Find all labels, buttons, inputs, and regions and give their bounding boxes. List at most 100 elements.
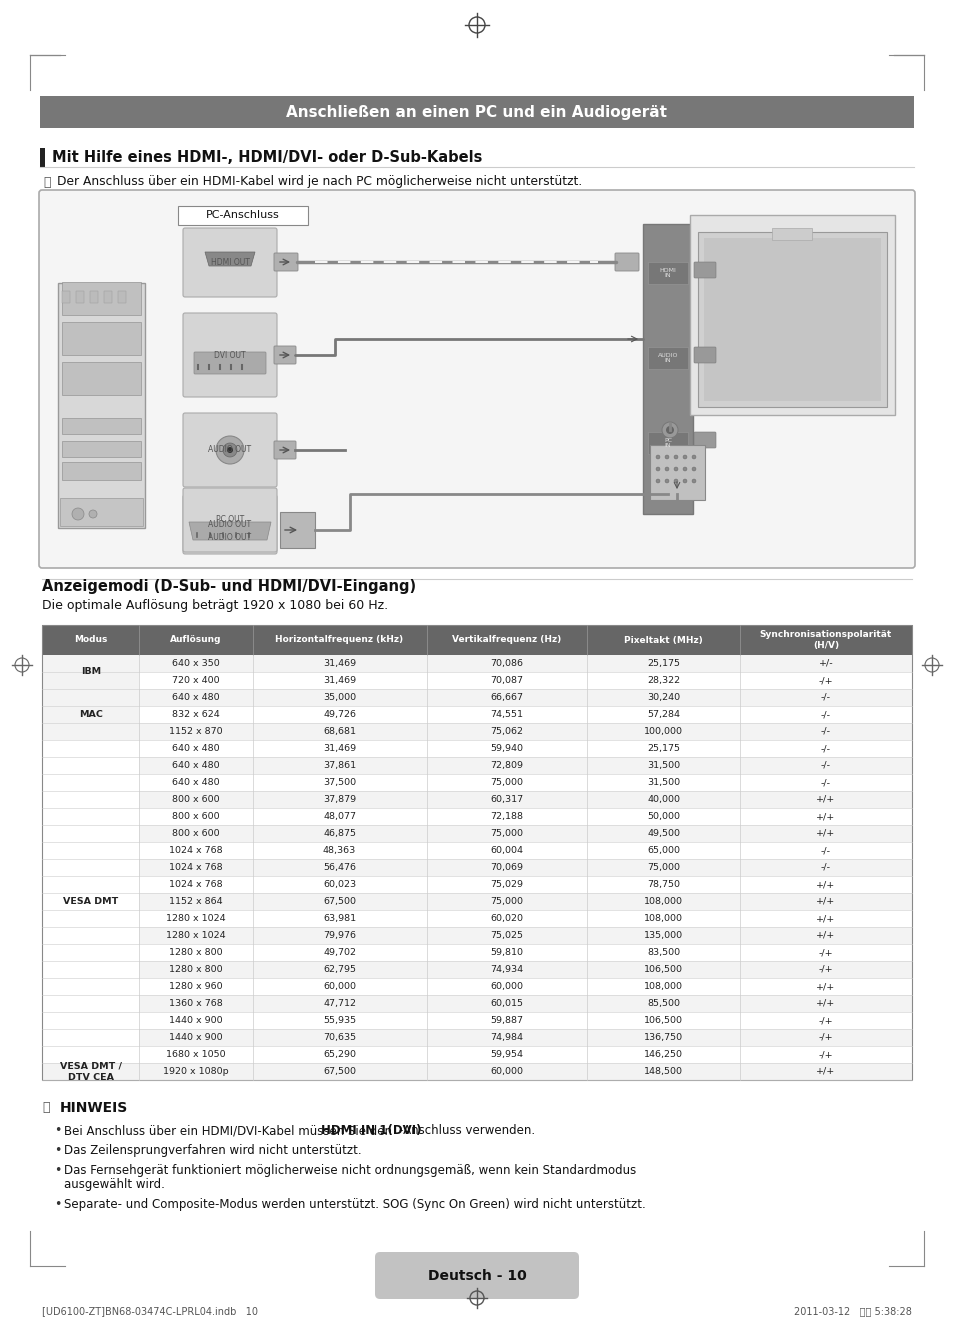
- Text: 59,810: 59,810: [490, 948, 523, 956]
- Text: 106,500: 106,500: [643, 966, 682, 974]
- Text: 62,795: 62,795: [323, 966, 355, 974]
- Bar: [42, 774, 911, 791]
- Text: 50,000: 50,000: [646, 812, 679, 820]
- Text: 70,087: 70,087: [490, 676, 523, 686]
- Text: Mit Hilfe eines HDMI-, HDMI/DVI- oder D-Sub-Kabels: Mit Hilfe eines HDMI-, HDMI/DVI- oder D-…: [52, 151, 482, 165]
- Circle shape: [225, 519, 234, 528]
- Circle shape: [223, 443, 236, 457]
- Text: 25,175: 25,175: [646, 659, 679, 668]
- Text: •: •: [54, 1198, 61, 1211]
- Bar: [42, 927, 911, 945]
- Circle shape: [656, 480, 659, 483]
- Text: AUDIO OUT: AUDIO OUT: [208, 520, 252, 528]
- FancyBboxPatch shape: [693, 262, 716, 277]
- Text: 72,188: 72,188: [490, 812, 523, 820]
- Polygon shape: [280, 513, 314, 548]
- Text: 31,500: 31,500: [646, 761, 679, 770]
- Text: 31,469: 31,469: [323, 744, 355, 753]
- Text: Bei Anschluss über ein HDMI/DVI-Kabel müssen Sie den: Bei Anschluss über ein HDMI/DVI-Kabel mü…: [64, 1124, 395, 1137]
- Text: -/-: -/-: [820, 744, 830, 753]
- Circle shape: [691, 468, 696, 472]
- Circle shape: [682, 480, 686, 483]
- Text: 108,000: 108,000: [643, 897, 682, 906]
- Text: MAC: MAC: [79, 709, 103, 719]
- Bar: [40, 148, 45, 166]
- Text: 48,363: 48,363: [322, 845, 355, 855]
- Text: Vertikalfrequenz (Hz): Vertikalfrequenz (Hz): [452, 635, 561, 645]
- Text: PC
IN: PC IN: [663, 437, 671, 448]
- Text: Das Zeilensprungverfahren wird nicht unterstützt.: Das Zeilensprungverfahren wird nicht unt…: [64, 1144, 361, 1157]
- Circle shape: [664, 468, 668, 472]
- Bar: [42, 690, 911, 705]
- Text: HDMI OUT: HDMI OUT: [211, 258, 249, 267]
- Bar: [42, 1029, 911, 1046]
- Text: Das Fernsehgerät funktioniert möglicherweise nicht ordnungsgemäß, wenn kein Stan: Das Fernsehgerät funktioniert möglicherw…: [64, 1164, 636, 1177]
- Bar: [42, 910, 911, 927]
- Circle shape: [227, 446, 233, 453]
- Bar: [178, 206, 308, 225]
- Text: -/-: -/-: [820, 727, 830, 736]
- FancyBboxPatch shape: [274, 346, 295, 365]
- Text: 108,000: 108,000: [643, 914, 682, 923]
- Bar: [42, 876, 911, 893]
- Text: 60,015: 60,015: [490, 999, 523, 1008]
- Text: 37,500: 37,500: [323, 778, 355, 787]
- FancyBboxPatch shape: [183, 487, 276, 552]
- Text: 640 x 480: 640 x 480: [172, 694, 219, 701]
- Circle shape: [682, 454, 686, 458]
- Bar: [62, 322, 141, 355]
- Text: Synchronisationspolarität
(H/V): Synchronisationspolarität (H/V): [759, 630, 891, 650]
- Text: 1280 x 960: 1280 x 960: [169, 982, 223, 991]
- Text: 136,750: 136,750: [643, 1033, 682, 1042]
- Text: 640 x 480: 640 x 480: [172, 761, 219, 770]
- Bar: [118, 291, 126, 303]
- Bar: [42, 893, 911, 910]
- Bar: [647, 432, 687, 454]
- Polygon shape: [189, 522, 271, 540]
- Bar: [642, 225, 692, 514]
- Circle shape: [664, 454, 668, 458]
- Bar: [42, 705, 911, 723]
- Text: 30,240: 30,240: [646, 694, 679, 701]
- Bar: [42, 1063, 139, 1081]
- Text: 67,500: 67,500: [323, 897, 355, 906]
- Text: 640 x 480: 640 x 480: [172, 778, 219, 787]
- Bar: [698, 232, 886, 407]
- Text: 83,500: 83,500: [646, 948, 679, 956]
- Text: Modus: Modus: [74, 635, 108, 645]
- Circle shape: [673, 468, 678, 472]
- Text: 55,935: 55,935: [323, 1016, 355, 1025]
- Text: 25,175: 25,175: [646, 744, 679, 753]
- Text: 65,290: 65,290: [323, 1050, 355, 1059]
- Bar: [62, 441, 141, 457]
- Bar: [60, 498, 143, 526]
- Text: -/+: -/+: [818, 676, 832, 686]
- Text: 108,000: 108,000: [643, 982, 682, 991]
- Text: 85,500: 85,500: [646, 999, 679, 1008]
- Text: Auflösung: Auflösung: [170, 635, 221, 645]
- Text: 75,025: 75,025: [490, 931, 523, 941]
- Text: 37,879: 37,879: [323, 795, 355, 804]
- Text: 1920 x 1080p: 1920 x 1080p: [163, 1067, 229, 1077]
- Text: 28,322: 28,322: [646, 676, 679, 686]
- Text: PC OUT: PC OUT: [215, 515, 244, 524]
- Circle shape: [656, 454, 659, 458]
- Text: -/+: -/+: [818, 948, 832, 956]
- Text: +/+: +/+: [816, 830, 835, 838]
- Text: 640 x 350: 640 x 350: [172, 659, 219, 668]
- Text: -/-: -/-: [820, 761, 830, 770]
- Bar: [689, 215, 894, 415]
- Text: 31,469: 31,469: [323, 676, 355, 686]
- FancyBboxPatch shape: [615, 254, 639, 271]
- Text: Die optimale Auflösung beträgt 1920 x 1080 bei 60 Hz.: Die optimale Auflösung beträgt 1920 x 10…: [42, 598, 388, 612]
- Bar: [42, 672, 911, 690]
- Circle shape: [691, 454, 696, 458]
- Text: 59,940: 59,940: [490, 744, 523, 753]
- Bar: [42, 655, 139, 690]
- Polygon shape: [649, 445, 704, 501]
- Text: 1024 x 768: 1024 x 768: [169, 880, 223, 889]
- Text: 720 x 400: 720 x 400: [172, 676, 219, 686]
- FancyBboxPatch shape: [375, 1252, 578, 1299]
- Bar: [90, 291, 98, 303]
- Text: 1152 x 864: 1152 x 864: [169, 897, 223, 906]
